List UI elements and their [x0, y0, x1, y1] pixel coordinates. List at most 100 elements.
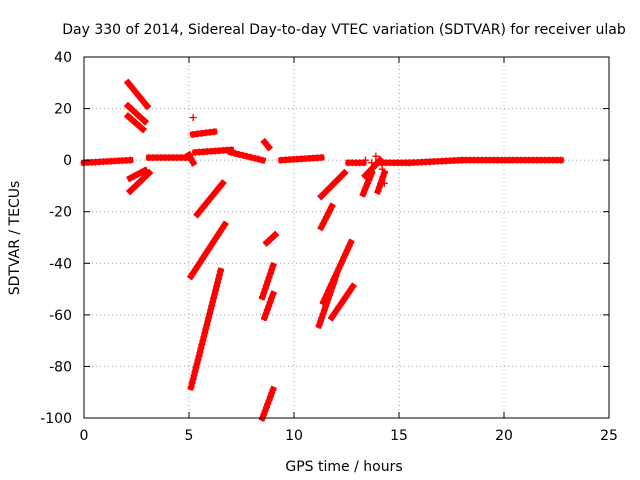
data-point	[266, 270, 274, 278]
x-tick-label: 5	[185, 428, 194, 444]
data-point	[338, 257, 346, 265]
data-point	[269, 262, 277, 270]
data-point	[126, 174, 134, 182]
x-tick-label: 15	[390, 428, 408, 444]
data-point	[261, 285, 269, 293]
data-point	[316, 317, 324, 325]
data-point	[255, 155, 263, 163]
data-point	[266, 393, 274, 401]
y-axis-label: SDTVAR / TECUs	[7, 181, 23, 296]
data-point	[262, 281, 270, 289]
data-point	[368, 159, 376, 167]
data-point	[198, 341, 206, 349]
data-point	[319, 298, 327, 306]
data-point	[321, 294, 329, 302]
data-point	[145, 169, 153, 177]
data-point	[211, 290, 219, 298]
data-point	[141, 117, 149, 125]
data-point	[331, 272, 339, 280]
data-point	[227, 148, 235, 156]
data-point	[269, 290, 277, 298]
data-point	[134, 170, 142, 178]
data-point	[268, 266, 276, 274]
data-point	[239, 151, 247, 159]
data-point	[333, 268, 341, 276]
data-point	[335, 265, 343, 273]
data-point	[196, 348, 204, 356]
data-point	[247, 153, 255, 161]
data-point	[326, 283, 334, 291]
data-point	[190, 371, 198, 379]
data-point	[189, 159, 197, 167]
data-point	[262, 310, 270, 318]
data-point	[336, 261, 344, 269]
data-point	[319, 310, 327, 318]
data-point	[349, 282, 357, 290]
data-point	[194, 356, 202, 364]
data-point	[215, 275, 223, 283]
data-point	[206, 310, 214, 318]
data-segment	[262, 230, 280, 247]
data-point	[361, 156, 369, 164]
data-point	[126, 156, 134, 164]
data-point	[366, 168, 374, 176]
data-point	[217, 267, 224, 275]
data-point	[214, 279, 222, 287]
data-point	[259, 156, 266, 164]
data-point	[141, 166, 149, 174]
data-point	[200, 333, 208, 341]
y-tick-label: -20	[49, 205, 72, 221]
data-point	[266, 298, 274, 306]
data-point	[210, 128, 218, 136]
data-segment	[186, 220, 229, 281]
data-point	[328, 279, 336, 287]
data-point	[265, 143, 273, 151]
data-point	[202, 325, 210, 333]
data-segment	[327, 282, 357, 322]
data-point	[197, 344, 205, 352]
x-tick-label: 25	[600, 428, 618, 444]
data-point	[143, 102, 151, 110]
data-point	[189, 375, 197, 383]
data-point	[317, 154, 325, 162]
data-point	[378, 165, 386, 173]
data-point	[261, 407, 269, 415]
data-point	[262, 403, 270, 411]
data-point	[265, 302, 273, 310]
data-point	[380, 179, 388, 187]
data-point	[263, 306, 271, 314]
data-point	[375, 183, 383, 191]
data-point	[340, 169, 348, 177]
data-point	[199, 337, 207, 345]
data-point	[260, 410, 268, 418]
data-point	[343, 246, 351, 254]
data-point	[557, 156, 565, 164]
data-point	[320, 306, 328, 314]
data-point	[342, 250, 350, 258]
data-point	[374, 187, 382, 195]
plot-frame	[83, 56, 610, 419]
data-point	[265, 396, 273, 404]
data-point	[219, 179, 227, 187]
data-series-sdtvar	[80, 78, 565, 422]
data-point	[325, 287, 333, 295]
data-point	[251, 154, 259, 162]
y-tick-label: 0	[63, 153, 72, 169]
data-point	[345, 242, 353, 250]
data-point	[188, 379, 196, 387]
data-point	[264, 277, 272, 285]
data-point	[271, 231, 279, 239]
data-point	[323, 291, 331, 299]
axes: 0 5 10 15 20 25 -100 -80 -60 -40 -20 0 20 40	[40, 50, 618, 444]
chart-title: Day 330 of 2014, Sidereal Day-to-day VTE…	[62, 22, 626, 38]
data-point	[213, 282, 221, 290]
data-point	[203, 321, 211, 329]
data-point	[359, 190, 367, 198]
y-tick-label: 20	[54, 102, 72, 118]
data-point	[318, 314, 326, 322]
data-point	[193, 360, 201, 368]
data-point	[268, 389, 276, 397]
data-point	[187, 155, 195, 163]
data-point	[209, 298, 217, 306]
